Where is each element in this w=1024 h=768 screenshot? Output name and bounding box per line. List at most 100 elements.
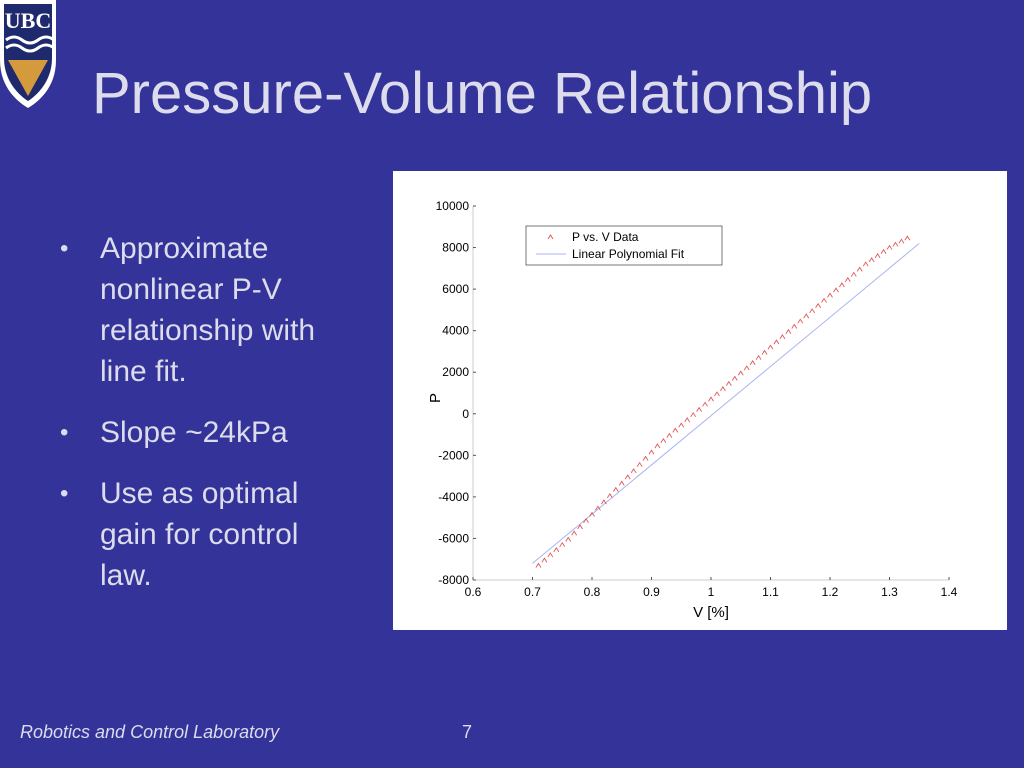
data-point xyxy=(618,480,625,486)
data-point xyxy=(862,261,869,267)
data-point xyxy=(630,468,637,474)
ubc-logo: UBC xyxy=(0,0,56,110)
bullet-list: • Approximate nonlinear P-V relationship … xyxy=(58,228,358,616)
bullet-item: • Approximate nonlinear P-V relationship … xyxy=(58,228,358,392)
data-point xyxy=(767,344,774,350)
legend-label-fit: Linear Polynomial Fit xyxy=(572,247,685,261)
data-point xyxy=(601,499,607,505)
y-tick-label: -4000 xyxy=(438,490,469,504)
data-point xyxy=(779,334,786,340)
y-tick-label: 0 xyxy=(462,407,469,421)
y-axis-label: P xyxy=(427,393,444,403)
y-tick-label: 10000 xyxy=(436,199,470,213)
data-point xyxy=(731,375,738,381)
legend-label-data: P vs. V Data xyxy=(572,230,639,244)
data-point xyxy=(880,248,887,254)
data-point xyxy=(755,354,762,360)
bullet-item: • Use as optimal gain for control law. xyxy=(58,473,358,596)
data-point xyxy=(874,253,881,259)
data-point xyxy=(577,524,583,530)
pv-chart: 0.6 0.7 0.8 0.9 1 1.1 1.2 1.3 1.4 10000 8000 6000 40… xyxy=(427,199,958,621)
page-number: 7 xyxy=(462,722,473,742)
data-point xyxy=(892,241,899,247)
data-point xyxy=(648,449,655,455)
bullet-dot-icon: • xyxy=(60,235,69,262)
data-point xyxy=(606,493,613,499)
data-point xyxy=(624,474,631,480)
data-point xyxy=(904,235,911,241)
data-point xyxy=(565,536,572,542)
data-point xyxy=(839,282,845,288)
x-tick-label: 0.8 xyxy=(584,585,601,599)
data-point xyxy=(672,427,679,433)
bullet-item: • Slope ~24kPa xyxy=(58,412,358,453)
y-tick-label: -2000 xyxy=(438,448,469,462)
y-tick-label: 4000 xyxy=(442,324,469,338)
x-axis-label: V [%] xyxy=(693,604,729,621)
data-point xyxy=(559,541,566,547)
data-point xyxy=(898,238,905,244)
bullet-dot-icon: • xyxy=(60,419,69,446)
bullet-dot-icon: • xyxy=(60,480,69,507)
data-point xyxy=(684,417,691,423)
data-point xyxy=(773,339,780,345)
data-point xyxy=(743,365,750,371)
data-point xyxy=(720,385,726,392)
data-point xyxy=(868,257,875,263)
data-point xyxy=(535,562,542,568)
x-tick-label: 1 xyxy=(708,585,715,599)
data-point xyxy=(696,406,702,412)
data-point xyxy=(708,396,714,402)
y-tick-label: 8000 xyxy=(442,241,469,255)
x-tick-label: 0.9 xyxy=(643,585,660,599)
data-point xyxy=(803,313,810,319)
x-tick-label: 0.7 xyxy=(524,585,541,599)
data-point xyxy=(642,455,649,461)
y-tick-label: 2000 xyxy=(442,365,469,379)
data-point xyxy=(749,360,756,366)
data-point xyxy=(636,461,643,467)
data-point xyxy=(815,302,821,308)
bullet-text: Use as optimal gain for control law. xyxy=(100,477,299,592)
legend-marker-data xyxy=(547,234,554,240)
x-tick-label: 1.2 xyxy=(822,585,839,599)
footer-lab-name: Robotics and Control Laboratory xyxy=(20,722,280,742)
y-tick-label: -8000 xyxy=(438,573,469,587)
data-point xyxy=(690,411,697,418)
data-point xyxy=(844,276,851,282)
data-point xyxy=(791,323,798,329)
y-tick-label: 6000 xyxy=(442,282,469,296)
data-point xyxy=(850,271,857,277)
data-point xyxy=(725,380,732,386)
x-tick-label: 1.4 xyxy=(941,585,958,599)
data-point xyxy=(595,505,601,511)
data-point xyxy=(678,422,685,428)
data-point xyxy=(702,401,708,407)
data-point xyxy=(589,511,595,517)
data-point xyxy=(547,552,554,558)
data-point xyxy=(797,318,804,324)
y-tick-label: -6000 xyxy=(438,531,469,545)
data-point xyxy=(821,297,827,303)
logo-text: UBC xyxy=(5,8,51,33)
data-point xyxy=(785,328,792,334)
data-point xyxy=(571,530,578,536)
x-tick-label: 0.6 xyxy=(465,585,482,599)
data-point xyxy=(714,391,720,397)
data-point xyxy=(660,437,667,444)
x-tick-label: 1.1 xyxy=(762,585,779,599)
data-point xyxy=(886,244,893,250)
data-point xyxy=(737,370,744,376)
legend-box xyxy=(525,225,723,266)
bullet-text: Slope ~24kPa xyxy=(100,416,288,449)
data-point xyxy=(583,517,589,524)
x-tick-label: 1.3 xyxy=(881,585,898,599)
data-point xyxy=(612,486,619,492)
data-point xyxy=(809,308,816,314)
data-point xyxy=(541,557,548,563)
data-point xyxy=(654,443,661,449)
data-point xyxy=(833,287,839,293)
data-point xyxy=(666,432,673,438)
chart-figure: 0.6 0.7 0.8 0.9 1 1.1 1.2 1.3 1.4 10000 8000 6000 40… xyxy=(393,171,1007,630)
fit-line xyxy=(532,243,920,564)
